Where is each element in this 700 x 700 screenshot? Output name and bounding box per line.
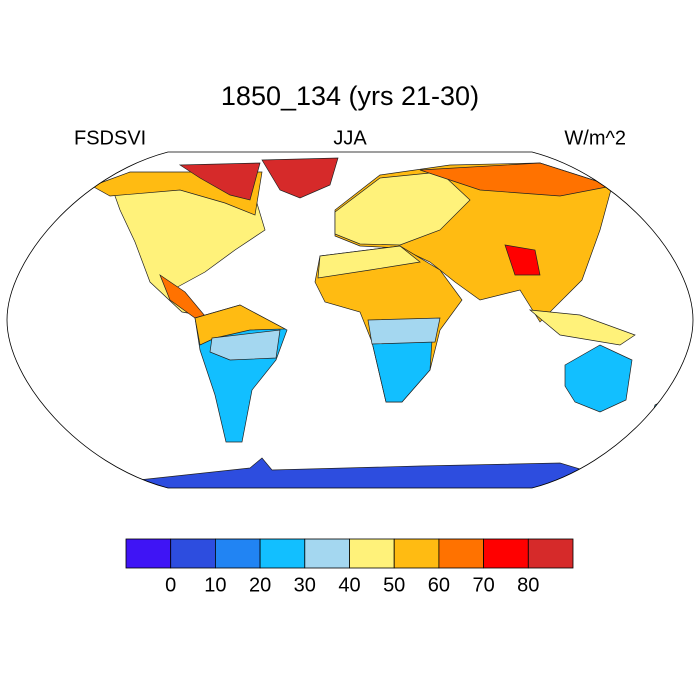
colorbar-box: [483, 538, 529, 569]
southeast-asia: [528, 309, 636, 346]
colorbar-box: [349, 538, 395, 569]
map-outline: [6, 151, 694, 489]
africa-south: [371, 339, 433, 403]
colorbar-box: [393, 538, 440, 569]
colorbar-box: [259, 538, 306, 569]
colorbar-label: 10: [204, 574, 226, 596]
colorbar-box: [438, 538, 484, 569]
colorbar-box: [170, 538, 216, 569]
season-label: JJA: [333, 127, 367, 149]
variable-label: FSDSVI: [74, 127, 146, 149]
africa-north: [317, 245, 421, 279]
colorbar-box: [304, 538, 350, 569]
colorbar-label: 30: [294, 574, 316, 596]
colorbar: 0 10 20 30 40 50 60 70 80: [125, 538, 574, 596]
canada-islands: [178, 162, 261, 201]
colorbar-label: 60: [428, 574, 450, 596]
south-america-mid: [209, 329, 281, 361]
colorbar-box: [214, 538, 261, 569]
colorbar-label: 20: [249, 574, 271, 596]
south-america-north: [194, 304, 287, 346]
units-label: W/m^2: [564, 127, 626, 149]
title: 1850_134 (yrs 21-30): [221, 81, 479, 111]
colorbar-label: 80: [517, 574, 539, 596]
colorbar-label: 70: [472, 574, 494, 596]
antarctica: [119, 457, 591, 488]
siberia-north: [419, 162, 613, 197]
colorbar-box: [125, 538, 172, 569]
africa-equator: [367, 317, 441, 345]
europe: [334, 171, 471, 246]
tibet: [504, 244, 541, 276]
colorbar-label: 0: [165, 574, 176, 596]
colorbar-box: [527, 538, 574, 569]
greenland: [261, 157, 339, 199]
colorbar-label: 40: [338, 574, 360, 596]
australia: [564, 344, 633, 413]
land: [91, 157, 666, 488]
colorbar-label: 50: [383, 574, 405, 596]
